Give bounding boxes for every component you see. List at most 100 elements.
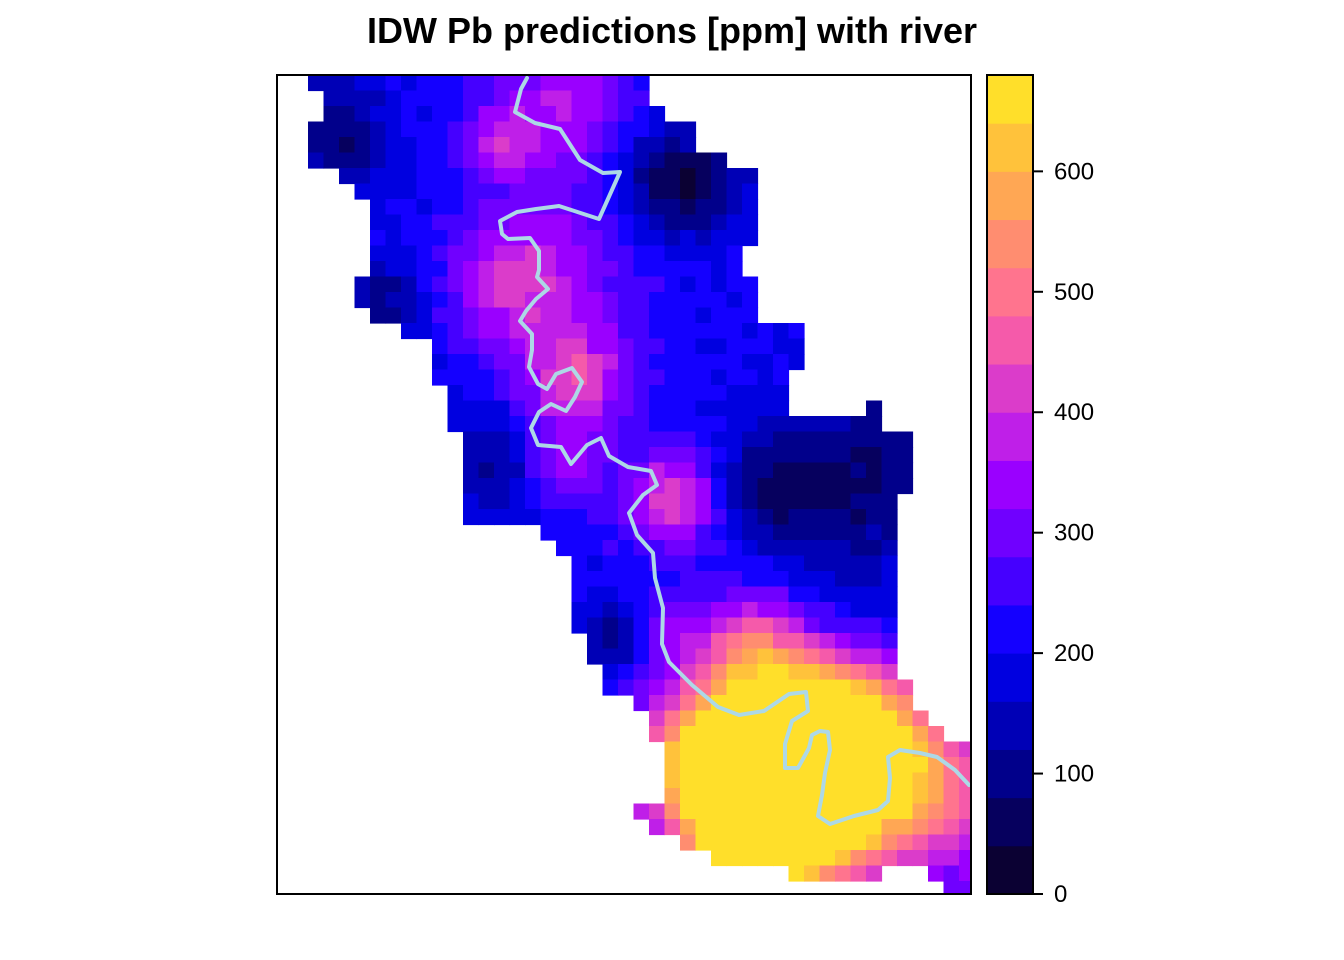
raster-cell — [881, 803, 898, 820]
raster-cell — [804, 617, 821, 634]
raster-cell — [742, 199, 759, 216]
raster-cell — [819, 648, 836, 665]
raster-cell — [695, 292, 712, 309]
raster-cell — [509, 369, 526, 386]
raster-cell — [726, 586, 743, 603]
raster-cell — [354, 121, 371, 138]
raster-cell — [680, 726, 697, 743]
raster-cell — [742, 183, 759, 200]
raster-cell — [571, 230, 588, 247]
raster-cell — [943, 772, 960, 789]
raster-cell — [602, 648, 619, 665]
raster-cell — [726, 276, 743, 293]
raster-cell — [587, 245, 604, 262]
raster-cell — [819, 571, 836, 588]
raster-cell — [680, 168, 697, 185]
raster-cell — [587, 617, 604, 634]
raster-cell — [680, 183, 697, 200]
raster-cell — [649, 431, 666, 448]
raster-cell — [664, 478, 681, 495]
raster-cell — [463, 214, 480, 231]
raster-cell — [509, 493, 526, 510]
raster-cell — [447, 261, 464, 278]
raster-cell — [804, 509, 821, 526]
raster-cell — [633, 447, 650, 464]
pb-prediction-raster — [308, 75, 971, 894]
raster-cell — [881, 478, 898, 495]
raster-cell — [447, 354, 464, 371]
raster-cell — [912, 726, 929, 743]
raster-cell — [680, 307, 697, 324]
raster-cell — [463, 323, 480, 340]
raster-cell — [447, 307, 464, 324]
raster-cell — [494, 354, 511, 371]
raster-cell — [525, 385, 542, 402]
raster-cell — [478, 75, 495, 92]
raster-cell — [788, 493, 805, 510]
raster-cell — [680, 586, 697, 603]
raster-cell — [478, 385, 495, 402]
raster-cell — [525, 152, 542, 169]
legend-color-step — [988, 653, 1032, 702]
raster-cell — [866, 679, 883, 696]
raster-cell — [804, 416, 821, 433]
raster-cell — [525, 509, 542, 526]
raster-cell — [447, 416, 464, 433]
raster-cell — [866, 788, 883, 805]
raster-cell — [649, 385, 666, 402]
raster-cell — [509, 323, 526, 340]
raster-cell — [664, 168, 681, 185]
raster-cell — [881, 834, 898, 851]
raster-cell — [370, 199, 387, 216]
legend-color-step — [988, 604, 1032, 654]
raster-cell — [463, 385, 480, 402]
raster-cell — [478, 90, 495, 107]
raster-cell — [463, 354, 480, 371]
raster-cell — [416, 292, 433, 309]
raster-cell — [850, 819, 867, 836]
raster-cell — [354, 168, 371, 185]
raster-cell — [633, 152, 650, 169]
raster-cell — [587, 230, 604, 247]
raster-cell — [819, 416, 836, 433]
raster-cell — [633, 307, 650, 324]
raster-cell — [649, 199, 666, 216]
raster-cell — [680, 261, 697, 278]
raster-cell — [463, 431, 480, 448]
raster-cell — [835, 493, 852, 510]
raster-cell — [618, 571, 635, 588]
raster-cell — [602, 230, 619, 247]
raster-cell — [633, 214, 650, 231]
raster-cell — [804, 571, 821, 588]
raster-cell — [819, 741, 836, 758]
raster-cell — [509, 214, 526, 231]
raster-cell — [602, 261, 619, 278]
raster-cell — [912, 710, 929, 727]
raster-cell — [850, 602, 867, 619]
raster-cell — [680, 323, 697, 340]
raster-cell — [711, 416, 728, 433]
raster-cell — [618, 261, 635, 278]
raster-cell — [773, 586, 790, 603]
raster-cell — [664, 462, 681, 479]
raster-cell — [664, 788, 681, 805]
raster-cell — [602, 493, 619, 510]
raster-cell — [556, 183, 573, 200]
raster-cell — [804, 478, 821, 495]
raster-cell — [664, 633, 681, 650]
raster-cell — [726, 664, 743, 681]
raster-cell — [757, 664, 774, 681]
raster-cell — [850, 757, 867, 774]
raster-cell — [742, 509, 759, 526]
raster-cell — [850, 462, 867, 479]
raster-cell — [478, 369, 495, 386]
raster-cell — [416, 75, 433, 92]
raster-cell — [308, 152, 325, 169]
raster-cell — [788, 726, 805, 743]
raster-cell — [447, 385, 464, 402]
raster-cell — [370, 214, 387, 231]
raster-cell — [447, 106, 464, 123]
raster-cell — [711, 757, 728, 774]
raster-cell — [664, 509, 681, 526]
raster-cell — [556, 245, 573, 262]
